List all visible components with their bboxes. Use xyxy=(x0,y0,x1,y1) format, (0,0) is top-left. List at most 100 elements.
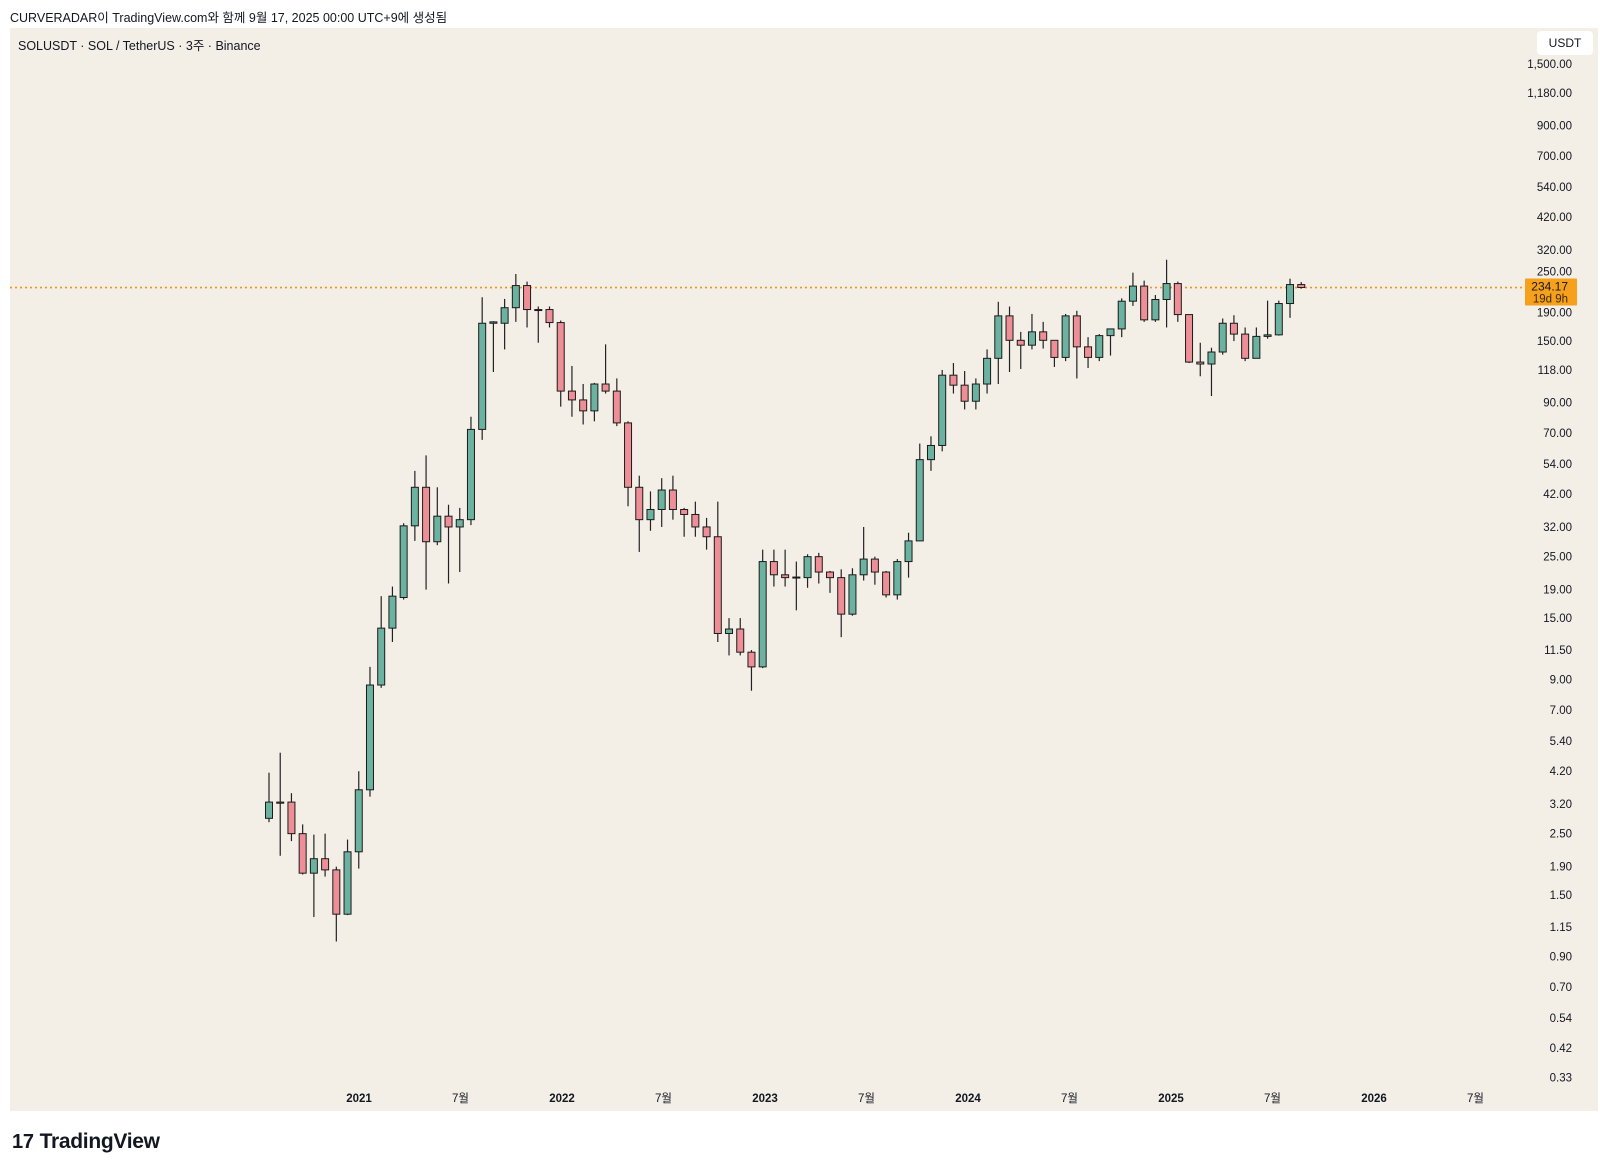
y-tick-label: 25.00 xyxy=(1543,552,1572,564)
candle-up[interactable] xyxy=(399,525,408,599)
candle-up[interactable] xyxy=(848,574,857,615)
x-tick-label: 2024 xyxy=(955,1093,981,1105)
candle-down[interactable] xyxy=(960,384,969,402)
candle-up[interactable] xyxy=(1117,300,1126,330)
candle-up[interactable] xyxy=(1095,335,1104,358)
candle-up[interactable] xyxy=(343,851,352,915)
candle-down[interactable] xyxy=(882,571,891,596)
candle-down[interactable] xyxy=(523,285,532,311)
candle-down[interactable] xyxy=(1229,322,1238,335)
candle-up[interactable] xyxy=(590,383,599,412)
candle-up[interactable] xyxy=(1128,285,1137,302)
candle-down[interactable] xyxy=(1185,314,1194,363)
candle-up[interactable] xyxy=(915,459,924,542)
candle-up[interactable] xyxy=(377,627,386,686)
candle-up[interactable] xyxy=(478,322,487,430)
candle-down[interactable] xyxy=(769,561,778,576)
candle-down[interactable] xyxy=(691,513,700,528)
candle-up[interactable] xyxy=(758,561,767,668)
candle-up[interactable] xyxy=(365,684,374,791)
candle-up[interactable] xyxy=(725,628,734,634)
candle-down[interactable] xyxy=(870,558,879,573)
candle-up[interactable] xyxy=(511,285,520,309)
candle-up[interactable] xyxy=(646,508,655,521)
candle-up[interactable] xyxy=(926,444,935,461)
candle-up[interactable] xyxy=(1162,283,1171,300)
candle-down[interactable] xyxy=(332,869,341,915)
candle-down[interactable] xyxy=(949,374,958,386)
candle-down[interactable] xyxy=(1039,331,1048,341)
candle-down[interactable] xyxy=(1241,333,1250,359)
candle-down[interactable] xyxy=(635,486,644,521)
candle-down[interactable] xyxy=(321,858,330,871)
candle-up[interactable] xyxy=(500,307,509,324)
candle-up[interactable] xyxy=(1274,303,1283,336)
candle-down[interactable] xyxy=(1140,285,1149,321)
candle-up[interactable] xyxy=(309,858,318,874)
candle-up[interactable] xyxy=(1106,328,1115,337)
tradingview-logo-text: TradingView xyxy=(39,1130,160,1153)
candle-up[interactable] xyxy=(983,357,992,385)
candle-down[interactable] xyxy=(668,489,677,510)
candle-up[interactable] xyxy=(265,801,273,819)
candle-down[interactable] xyxy=(298,833,307,874)
candle-up[interactable] xyxy=(657,489,666,510)
candle-down[interactable] xyxy=(1016,339,1025,346)
tradingview-logo[interactable]: 17 TradingView xyxy=(12,1130,160,1154)
candle-down[interactable] xyxy=(422,486,431,543)
candle-down[interactable] xyxy=(781,574,790,579)
candle-down[interactable] xyxy=(1084,346,1093,358)
candle-down[interactable] xyxy=(545,309,554,324)
candle-up[interactable] xyxy=(1252,335,1261,359)
candle-up[interactable] xyxy=(489,321,498,324)
candle-up[interactable] xyxy=(388,595,397,629)
candle-down[interactable] xyxy=(624,422,633,488)
candle-down[interactable] xyxy=(287,801,296,835)
candle-down[interactable] xyxy=(713,536,722,634)
candle-up[interactable] xyxy=(994,315,1003,359)
candle-down[interactable] xyxy=(579,399,588,412)
candle-up[interactable] xyxy=(904,540,913,563)
candle-up[interactable] xyxy=(971,383,980,402)
candle-down[interactable] xyxy=(1072,315,1081,348)
candle-up[interactable] xyxy=(354,789,363,853)
candle-down[interactable] xyxy=(814,556,823,573)
candle-up[interactable] xyxy=(792,576,801,579)
candle-down[interactable] xyxy=(1196,361,1205,365)
candle-down[interactable] xyxy=(601,383,610,392)
candle-down[interactable] xyxy=(1050,339,1059,358)
candle-down[interactable] xyxy=(444,515,453,528)
candle-down[interactable] xyxy=(826,571,834,579)
candle-down[interactable] xyxy=(567,390,576,401)
candle-up[interactable] xyxy=(455,519,464,528)
y-tick-label: 70.00 xyxy=(1543,428,1572,440)
candle-down[interactable] xyxy=(556,322,565,392)
candle-down[interactable] xyxy=(702,526,711,538)
candle-up[interactable] xyxy=(859,558,868,576)
candle-down[interactable] xyxy=(837,577,846,615)
candle-up[interactable] xyxy=(1027,331,1036,346)
candle-up[interactable] xyxy=(410,486,419,527)
candle-down[interactable] xyxy=(736,628,745,653)
candle-up[interactable] xyxy=(1207,351,1216,365)
candle-up[interactable] xyxy=(466,428,475,521)
candle-down[interactable] xyxy=(1297,284,1306,289)
candle-up[interactable] xyxy=(1151,298,1160,321)
candle-down[interactable] xyxy=(1173,283,1182,316)
candle-up[interactable] xyxy=(433,515,442,543)
candle-up[interactable] xyxy=(1286,284,1295,305)
currency-button[interactable]: USDT xyxy=(1537,31,1593,55)
candle-up[interactable] xyxy=(1218,322,1227,353)
candle-up[interactable] xyxy=(803,556,812,579)
candle-up[interactable] xyxy=(893,561,902,596)
candle-up[interactable] xyxy=(1061,315,1070,358)
candle-down[interactable] xyxy=(747,651,756,668)
candle-down[interactable] xyxy=(612,390,621,424)
candle-up[interactable] xyxy=(534,309,543,312)
candle-down[interactable] xyxy=(276,801,285,804)
candle-up[interactable] xyxy=(1263,334,1272,337)
candle-down[interactable] xyxy=(1005,315,1014,341)
candle-down[interactable] xyxy=(680,508,689,515)
candle-up[interactable] xyxy=(938,374,947,446)
